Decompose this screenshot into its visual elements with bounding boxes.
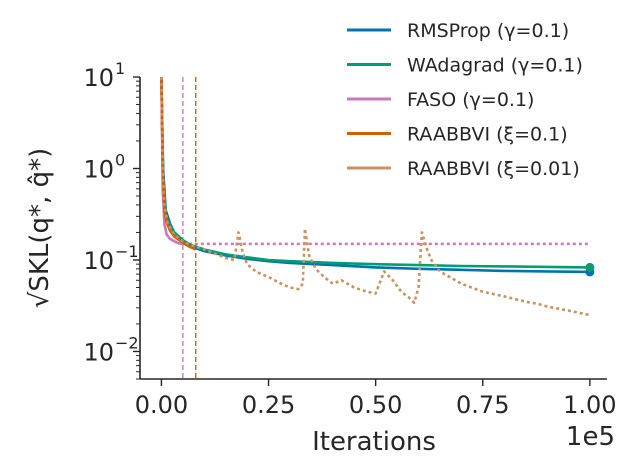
series-line-1	[160, 76, 590, 269]
y-tick-exponent: −2	[115, 333, 139, 352]
y-tick-label: 10	[83, 338, 114, 366]
y-tick-label: 10	[83, 155, 114, 183]
x-tick-label: 0.00	[135, 391, 188, 419]
y-tick-exponent: 1	[115, 59, 125, 78]
legend-label: RAABBVI (ξ=0.01)	[407, 158, 580, 180]
series-line-2	[160, 76, 183, 246]
legend-label: FASO (γ=0.1)	[407, 89, 534, 111]
y-tick-label: 10	[83, 247, 114, 275]
x-tick-label: 0.25	[242, 391, 295, 419]
overlay-lines	[182, 77, 590, 379]
legend-label: RMSProp (γ=0.1)	[407, 20, 569, 42]
series-line-4	[160, 76, 591, 317]
legend-label: WAdagrad (γ=0.1)	[407, 55, 583, 77]
x-tick-label: 0.75	[456, 391, 509, 419]
y-tick-exponent: −1	[115, 242, 139, 261]
x-axis-scale-note: 1e5	[566, 422, 615, 452]
series-end-marker-1	[585, 262, 595, 272]
y-axis-title: √SKL(q*, q̂*)	[25, 148, 55, 308]
series-layer	[160, 76, 595, 317]
series-line-3	[160, 76, 197, 251]
x-tick-label: 0.50	[349, 391, 402, 419]
x-tick-label: 1.00	[563, 391, 616, 419]
y-tick-label: 10	[83, 64, 114, 92]
y-tick-exponent: 0	[115, 150, 125, 169]
legend-label: RAABBVI (ξ=0.1)	[407, 124, 568, 146]
x-axis-title: Iterations	[312, 427, 436, 457]
legend: RMSProp (γ=0.1) WAdagrad (γ=0.1) FASO (γ=0…	[347, 20, 583, 180]
